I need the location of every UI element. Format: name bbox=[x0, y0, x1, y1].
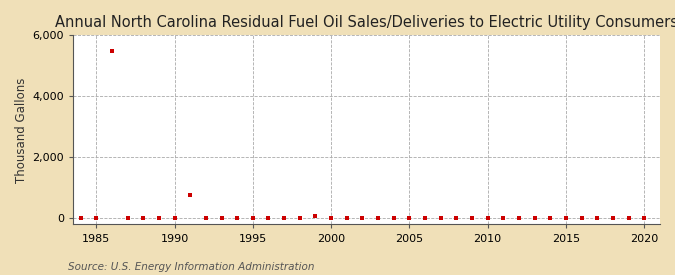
Title: Annual North Carolina Residual Fuel Oil Sales/Deliveries to Electric Utility Con: Annual North Carolina Residual Fuel Oil … bbox=[55, 15, 675, 30]
Y-axis label: Thousand Gallons: Thousand Gallons bbox=[15, 77, 28, 183]
Text: Source: U.S. Energy Information Administration: Source: U.S. Energy Information Administ… bbox=[68, 262, 314, 272]
